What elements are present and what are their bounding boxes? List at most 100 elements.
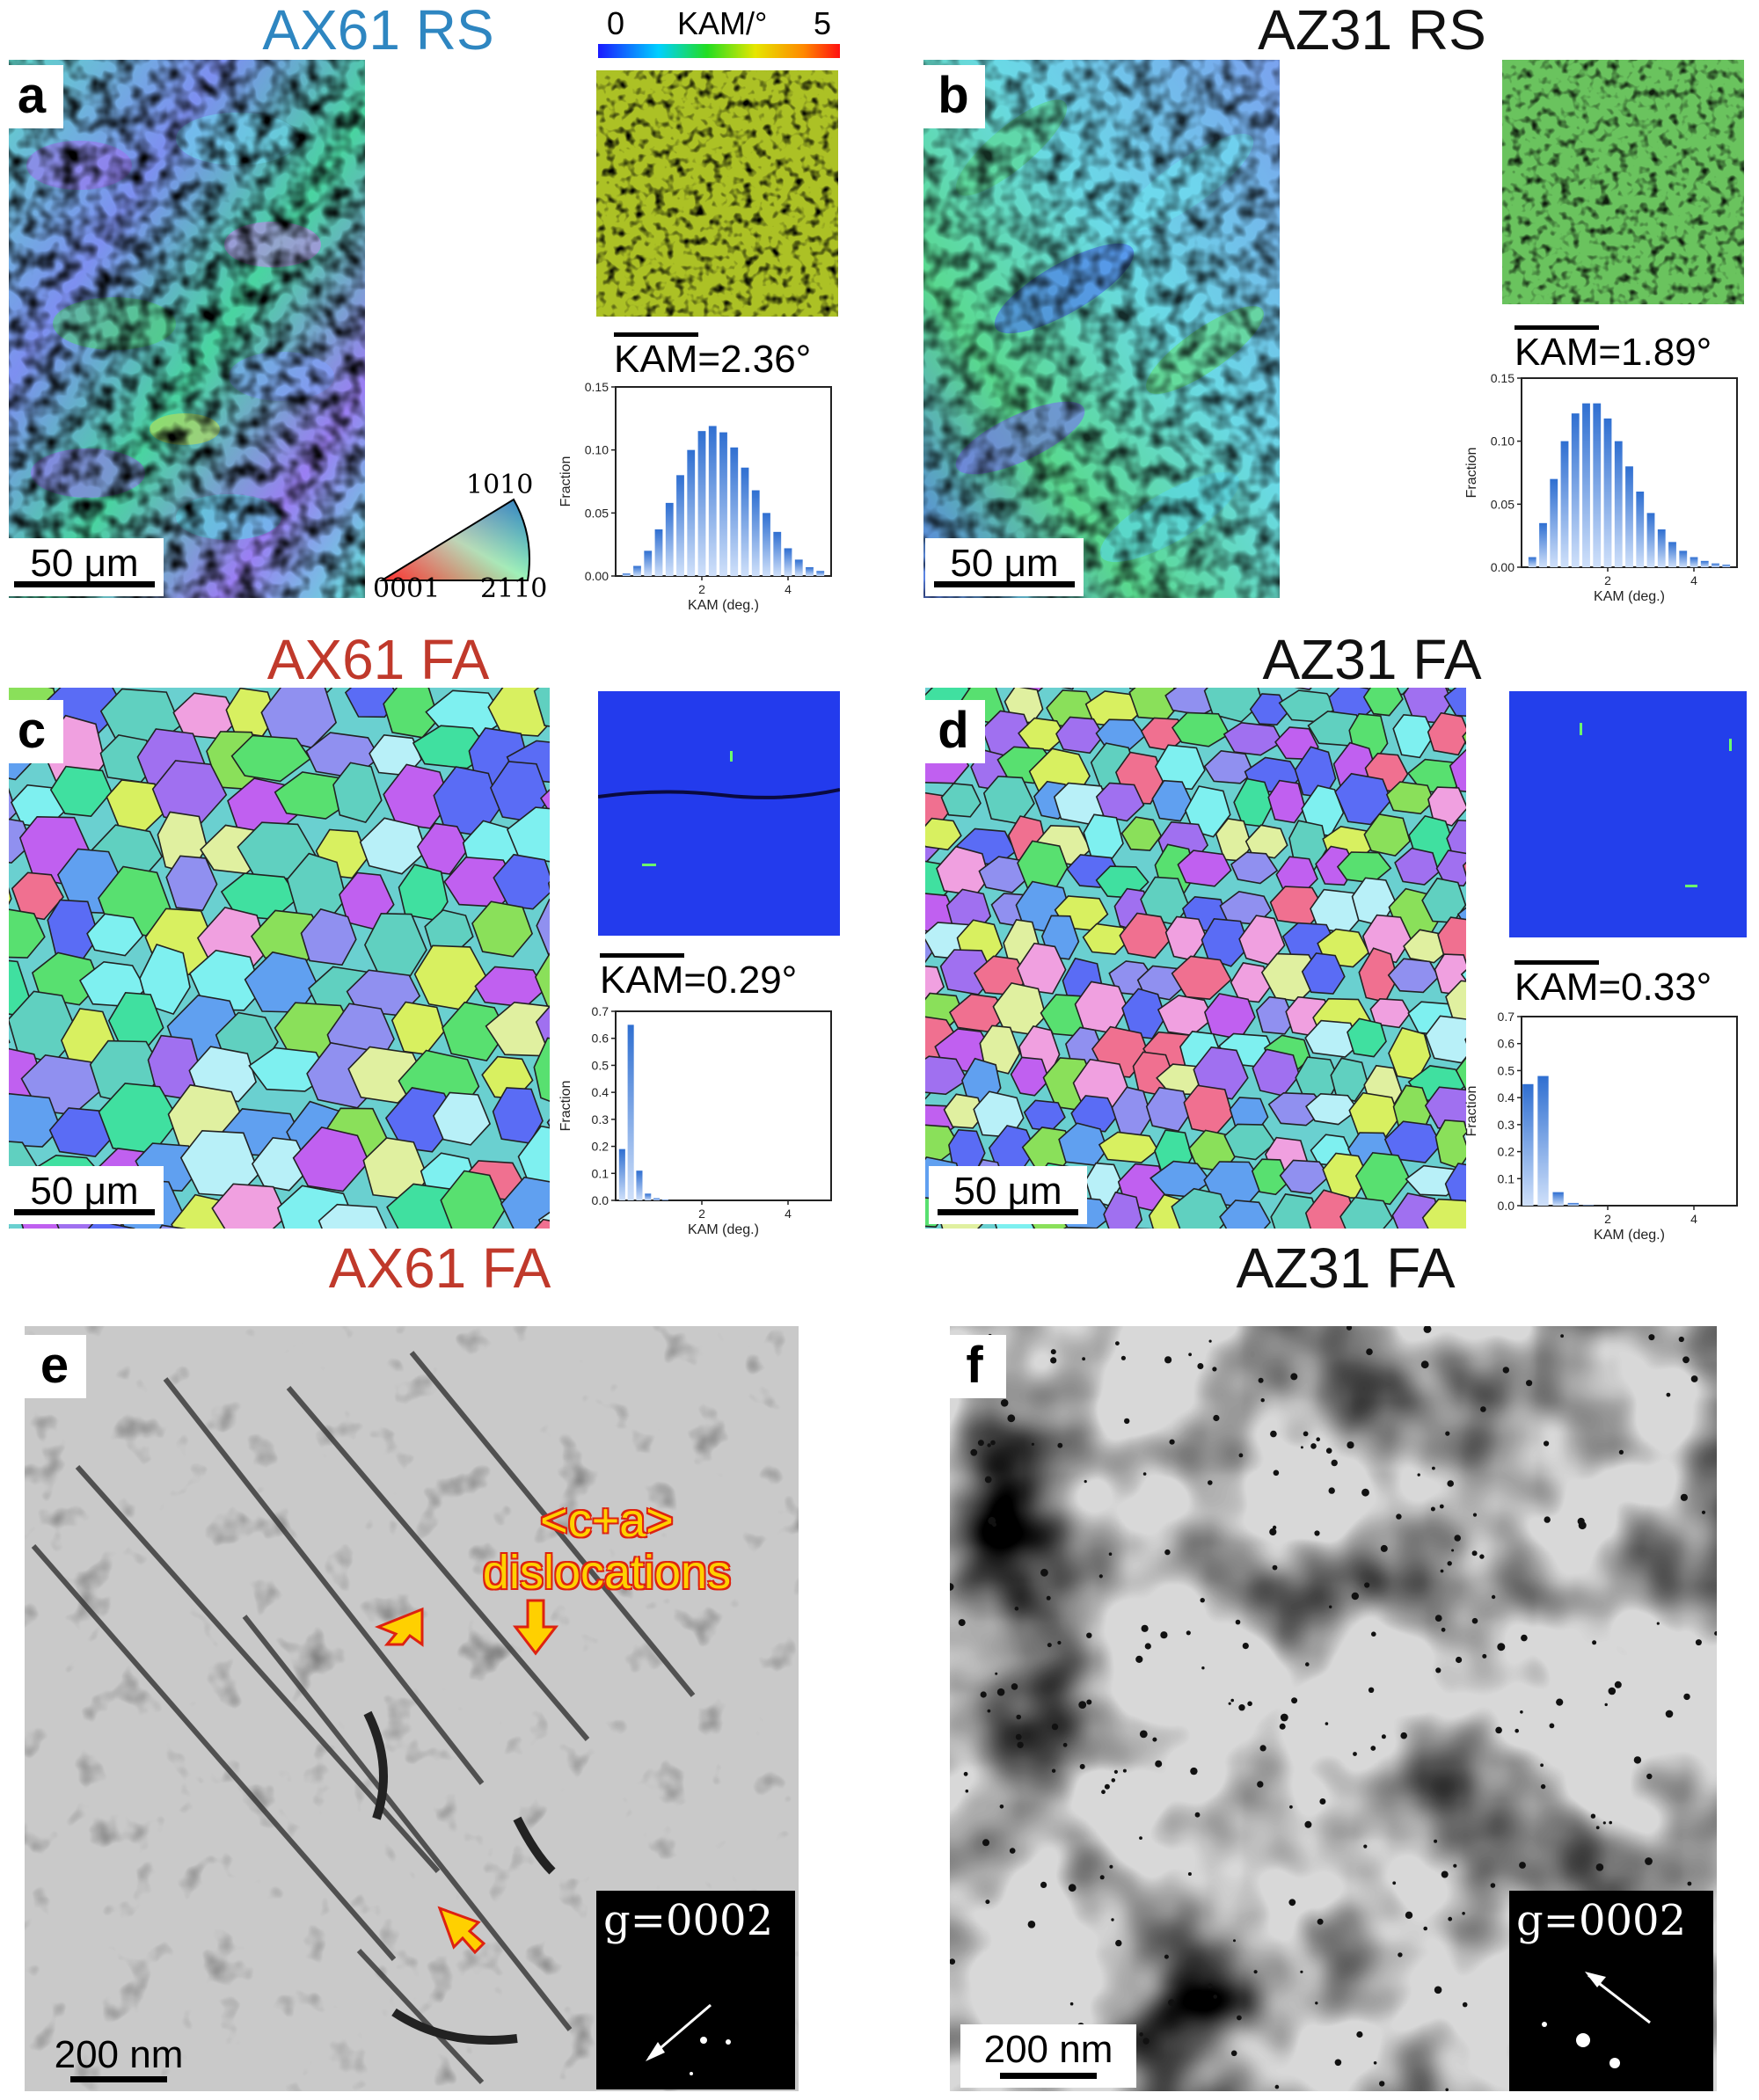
hist-a-xtick: 2: [698, 582, 705, 596]
hist-b-bar: [1679, 551, 1688, 567]
hist-b-bar: [1668, 542, 1676, 567]
panel-e-label: e: [23, 1335, 86, 1398]
panel-f-scale-bar: 200 nm: [960, 2024, 1136, 2088]
hist-b-bar: [1712, 563, 1719, 567]
hist-d-ylabel: Fraction: [1464, 1086, 1479, 1137]
panel-c-title: AX61 FA: [266, 628, 490, 691]
panel-b-label: b: [922, 65, 985, 128]
hist-d-ytick: 0.4: [1498, 1090, 1515, 1105]
hist-c-bar: [636, 1170, 643, 1200]
hist-b-bar: [1700, 560, 1709, 567]
hist-b-bar: [1690, 557, 1698, 567]
hist-b-bar: [1571, 413, 1580, 567]
hist-a-bar: [676, 475, 684, 576]
hist-d-ytick: 0.7: [1498, 1010, 1515, 1024]
hist-b-bar: [1625, 466, 1633, 567]
panel-a-kam-histogram: 0.00 0.05 0.10 0.15 2 4 KAM (deg.) Fraction: [558, 380, 832, 613]
panel-b-kam-map: [1502, 60, 1744, 304]
dislocation-annotation: <c+a> dislocations: [449, 1494, 765, 1600]
annotation-line2: dislocations: [482, 1546, 732, 1600]
kam-colorbar-max: 5: [814, 5, 832, 41]
panel-e-scale-bar: 200 nm: [35, 2030, 202, 2091]
hist-a-bar: [687, 449, 696, 576]
hist-a-bar: [665, 502, 674, 576]
panel-f-diffraction-inset: g=0002: [1509, 1891, 1713, 2091]
kam-colorbar-label: KAM/°: [677, 5, 768, 41]
hist-c-ytick: 0.7: [592, 1004, 609, 1018]
hist-a-ytick: 0.10: [585, 443, 609, 457]
hist-a-bar: [697, 431, 706, 576]
panel-b-ebsd-map: [923, 60, 1280, 598]
hist-d-ytick: 0.1: [1498, 1171, 1515, 1185]
panel-b-title: AZ31 RS: [1258, 0, 1486, 62]
hist-b-bar: [1550, 478, 1558, 567]
panel-c-scale-bar: 50 μm: [5, 1166, 164, 1224]
hist-a-xtick: 4: [785, 582, 792, 596]
hist-b-xtick: 4: [1690, 573, 1697, 587]
hist-c-xtick: 2: [698, 1207, 705, 1221]
panel-c-kam-mean: KAM=0.29°: [600, 953, 797, 1003]
ipf-corner-2110: 2110: [480, 573, 548, 604]
panel-e-diffraction-label: g=0002: [603, 1896, 774, 1945]
ipf-legend: 1010 0001 2110: [369, 470, 547, 604]
panel-a-title: AX61 RS: [262, 0, 494, 62]
hist-d-ytick: 0.3: [1498, 1118, 1515, 1132]
panel-f-label: f: [943, 1335, 1006, 1398]
ipf-corner-1010: 1010: [466, 470, 534, 500]
hist-c-xlabel: KAM (deg.): [688, 1222, 759, 1237]
hist-d-xtick: 4: [1690, 1212, 1697, 1226]
hist-a-bar: [633, 565, 641, 576]
panel-d-scale-bar: 50 μm: [929, 1166, 1087, 1224]
hist-a-bar: [708, 426, 717, 576]
hist-c-ytick: 0.3: [592, 1112, 609, 1127]
hist-a-bar: [741, 467, 749, 576]
hist-d-ytick: 0.6: [1498, 1037, 1515, 1051]
hist-a-ytick: 0.15: [585, 380, 609, 394]
hist-b-bar: [1528, 557, 1536, 567]
panel-b-kam-mean: KAM=1.89°: [1514, 325, 1712, 375]
hist-c-ytick: 0.6: [592, 1032, 609, 1046]
panel-a-label: a: [0, 65, 63, 128]
panel-a-scale-bar: 50 μm: [5, 538, 164, 596]
hist-b-bar: [1646, 513, 1655, 567]
hist-a-bar: [773, 531, 782, 576]
hist-d-ytick: 0.5: [1498, 1063, 1515, 1077]
hist-b-xtick: 2: [1604, 573, 1611, 587]
arrow-left-icon: [374, 1607, 424, 1647]
panel-f-diffraction-label: g=0002: [1516, 1896, 1687, 1945]
arrow-down-icon: [512, 1599, 559, 1656]
panel-e-title: AX61 FA: [328, 1236, 551, 1300]
hist-c-bar: [661, 1199, 668, 1200]
panel-d-label: d: [922, 700, 985, 763]
panel-c-kam-map: [598, 691, 840, 936]
hist-a-bar: [654, 529, 663, 576]
hist-d-ytick: 0.0: [1498, 1199, 1515, 1213]
hist-a-ytick: 0.00: [585, 569, 609, 583]
hist-c-ytick: 0.4: [592, 1085, 609, 1099]
panel-d-ebsd-map: [925, 688, 1466, 1229]
hist-d-bar: [1567, 1202, 1579, 1206]
hist-b-bar: [1614, 441, 1623, 567]
panel-d-title: AZ31 FA: [1262, 628, 1482, 691]
hist-b-xlabel: KAM (deg.): [1594, 589, 1665, 604]
panel-c-label: c: [0, 700, 63, 763]
hist-b-bar: [1603, 418, 1612, 567]
hist-b-bar: [1593, 403, 1602, 567]
hist-b-bar: [1560, 441, 1569, 567]
hist-b-ytick: 0.10: [1491, 434, 1514, 448]
hist-c-ytick: 0.1: [592, 1166, 609, 1180]
hist-c-xtick: 4: [785, 1207, 792, 1221]
hist-d-xtick: 2: [1604, 1212, 1611, 1226]
hist-a-bar: [806, 566, 814, 576]
hist-c-ylabel: Fraction: [558, 1081, 573, 1132]
hist-d-bar: [1552, 1192, 1564, 1206]
hist-d-bar: [1537, 1076, 1549, 1206]
hist-b-bar: [1657, 529, 1666, 567]
hist-b-bar: [1636, 492, 1645, 567]
hist-c-ytick: 0.0: [592, 1193, 609, 1207]
panel-e-diffraction-inset: g=0002: [596, 1891, 795, 2089]
dislocation-arrows: [374, 1599, 559, 1955]
hist-c-bar: [653, 1198, 661, 1200]
panel-a-kam-mean: KAM=2.36°: [614, 332, 811, 382]
panel-c-kam-histogram: 0.0 0.1 0.2 0.3 0.4 0.5 0.6 0.7 2 4 KAM (deg.) Frac…: [558, 1004, 832, 1237]
